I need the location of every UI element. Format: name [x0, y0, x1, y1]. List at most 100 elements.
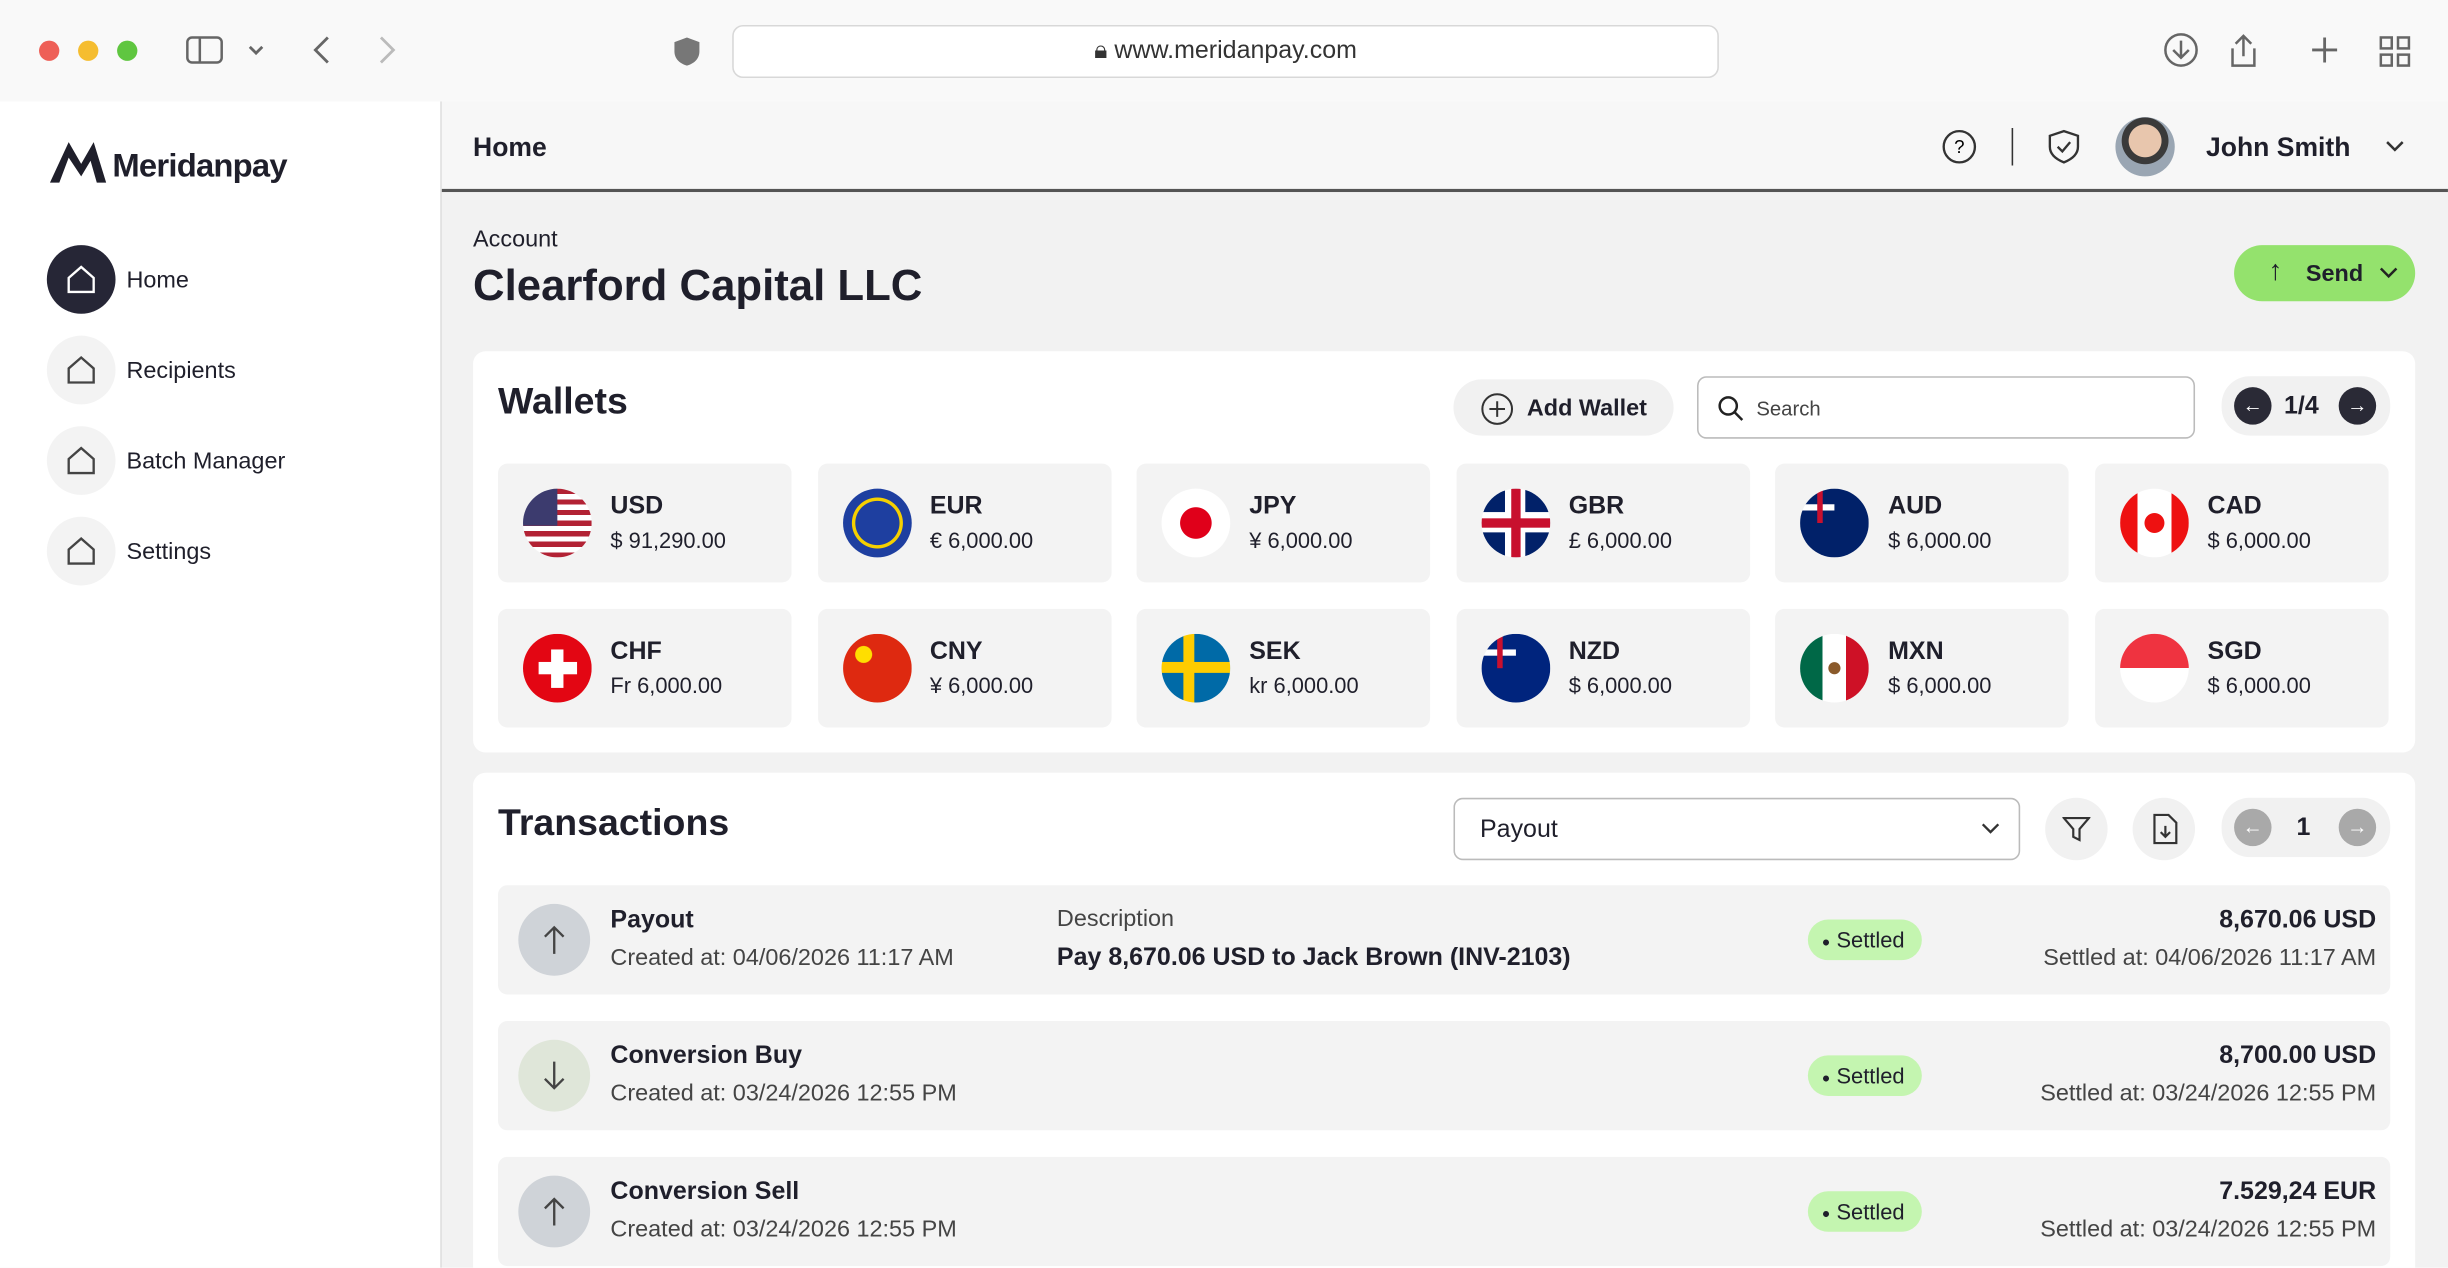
status-badge: ● Settled: [1807, 1055, 1922, 1096]
minimize[interactable]: [78, 40, 99, 61]
description: Pay 8,670.06 USD to Jack Brown (INV-2103…: [1056, 944, 1571, 972]
next-page[interactable]: →: [2338, 387, 2377, 425]
send-label: Send: [2305, 260, 2364, 288]
flag: [523, 488, 592, 558]
wallet-amount: € 6,000.00: [929, 527, 1034, 553]
flag: [2120, 488, 2189, 558]
flag: [2120, 633, 2189, 703]
flag: [1800, 488, 1870, 558]
send-menu[interactable]: [2379, 267, 2398, 281]
currency-code: JPY: [1249, 493, 1297, 520]
filter-button[interactable]: [2045, 797, 2108, 861]
wallet-tile[interactable]: EUR € 6,000.00: [817, 463, 1111, 583]
wallet-amount: ¥ 6,000.00: [929, 672, 1034, 698]
wallets-title: Wallets: [498, 380, 628, 424]
wallet-tile[interactable]: GBR £ 6,000.00: [1456, 463, 1750, 583]
filter-caret: [1981, 823, 2000, 834]
tx-amount: 8,700.00 USD: [2219, 1042, 2377, 1070]
url-bar[interactable]: 🔒︎ www.meridanpay.com: [732, 24, 1719, 79]
add-wallet[interactable]: Add Wallet: [1453, 379, 1674, 436]
tx-icon: [518, 903, 591, 976]
tx-type: Payout: [610, 907, 694, 934]
description-label: Description: [1056, 905, 1175, 933]
nav-item[interactable]: Home: [126, 266, 189, 294]
wallet-tile[interactable]: CHF Fr 6,000.00: [498, 608, 792, 728]
maximize[interactable]: [117, 40, 138, 61]
nav-item[interactable]: Settings: [126, 538, 212, 566]
status: Settled: [1836, 1199, 1905, 1224]
nav-item[interactable]: Batch Manager: [126, 448, 286, 475]
currency-code: CHF: [610, 638, 662, 666]
tx-prev[interactable]: ←: [2234, 808, 2272, 847]
nav-icon[interactable]: [46, 426, 116, 495]
nav-icons[interactable]: [184, 31, 590, 72]
wallet-tile[interactable]: USD $ 91,290.00: [498, 463, 792, 583]
tx-pager: ← 1 →: [2221, 797, 2391, 858]
toolbar-icons[interactable]: [2162, 31, 2420, 72]
plus-icon: [1481, 393, 1514, 425]
wallet-tile[interactable]: JPY ¥ 6,000.00: [1136, 463, 1431, 583]
wallet-tile[interactable]: MXN $ 6,000.00: [1775, 608, 2070, 728]
tx-settled: Settled at: 03/24/2026 12:55 PM: [2040, 1080, 2377, 1107]
nav-icon[interactable]: [46, 335, 116, 405]
browser-bar: 🔒︎ www.meridanpay.com: [0, 0, 2448, 102]
search-icon: [1718, 396, 1744, 421]
filter-value: Payout: [1480, 816, 1558, 844]
status: Settled: [1836, 927, 1905, 953]
wallet-tile[interactable]: NZD $ 6,000.00: [1456, 608, 1750, 728]
tx-icon: [518, 1175, 591, 1248]
tx-amount: 7.529,24 EUR: [2219, 1178, 2377, 1206]
tx-next[interactable]: →: [2338, 808, 2377, 847]
transaction-row[interactable]: Payout Created at: 04/06/2026 11:17 AM Des…: [498, 885, 2391, 995]
wallet-amount: $ 6,000.00: [1888, 527, 1992, 553]
wallets-card: Wallets Add Wallet Search ← 1/4 → USD $ 9…: [473, 351, 2416, 753]
shield-icon: [674, 37, 700, 66]
wallet-tile[interactable]: SEK kr 6,000.00: [1136, 608, 1431, 728]
wallet-amount: $ 6,000.00: [1888, 672, 1992, 698]
status-badge: ● Settled: [1807, 1191, 1922, 1232]
tx-amount: 8,670.06 USD: [2219, 907, 2377, 934]
tx-settled: Settled at: 04/06/2026 11:17 AM: [2043, 944, 2377, 972]
add-wallet-label: Add Wallet: [1526, 394, 1647, 422]
nav-icon[interactable]: [46, 516, 116, 586]
wallet-amount: $ 6,000.00: [2207, 527, 2311, 553]
prev-page[interactable]: ←: [2234, 387, 2272, 425]
brand: Meridanpay: [112, 148, 287, 185]
wallet-tile[interactable]: CAD $ 6,000.00: [2095, 463, 2389, 583]
wallet-amount: kr 6,000.00: [1249, 672, 1359, 698]
wallet-amount: Fr 6,000.00: [610, 672, 723, 698]
wallet-tile[interactable]: CNY ¥ 6,000.00: [817, 608, 1111, 728]
export-button[interactable]: [2132, 797, 2196, 861]
wallet-amount: $ 6,000.00: [1568, 672, 1672, 698]
tx-created: Created at: 04/06/2026 11:17 AM: [610, 944, 954, 972]
type-filter[interactable]: Payout: [1453, 797, 2021, 861]
flag: [1161, 633, 1231, 703]
header-icons[interactable]: ?: [1941, 128, 2097, 166]
transaction-row[interactable]: Conversion Sell Created at: 03/24/2026 12…: [498, 1156, 2391, 1267]
wallet-amount: ¥ 6,000.00: [1249, 527, 1353, 553]
flag: [1800, 633, 1870, 703]
wallet-tile[interactable]: SGD $ 6,000.00: [2095, 608, 2389, 728]
flag: [1481, 633, 1550, 703]
page-title: Home: [473, 132, 547, 163]
flag: [1481, 488, 1550, 558]
nav-icon[interactable]: [46, 245, 116, 314]
sidebar: Meridanpay Home Recipients Batch Manager Se…: [0, 101, 442, 1268]
search-box[interactable]: Search: [1697, 376, 2196, 439]
wallet-tile[interactable]: AUD $ 6,000.00: [1775, 463, 2070, 583]
tx-type: Conversion Sell: [610, 1178, 800, 1206]
wallet-amount: $ 6,000.00: [2207, 672, 2311, 698]
flag: [523, 633, 592, 703]
user-menu[interactable]: [2384, 139, 2406, 155]
transaction-row[interactable]: Conversion Buy Created at: 03/24/2026 12:…: [498, 1021, 2391, 1131]
status-badge: ● Settled: [1807, 919, 1922, 961]
close[interactable]: [39, 40, 60, 61]
search-placeholder: Search: [1756, 396, 1821, 420]
send-button[interactable]: ↑ Send: [2234, 245, 2416, 302]
page-indicator: 1/4: [2284, 393, 2319, 420]
avatar[interactable]: [2115, 117, 2175, 177]
currency-code: GBR: [1568, 493, 1625, 520]
nav-item[interactable]: Recipients: [126, 357, 236, 385]
tx-created: Created at: 03/24/2026 12:55 PM: [610, 1216, 957, 1243]
user-name[interactable]: John Smith: [2205, 132, 2351, 163]
